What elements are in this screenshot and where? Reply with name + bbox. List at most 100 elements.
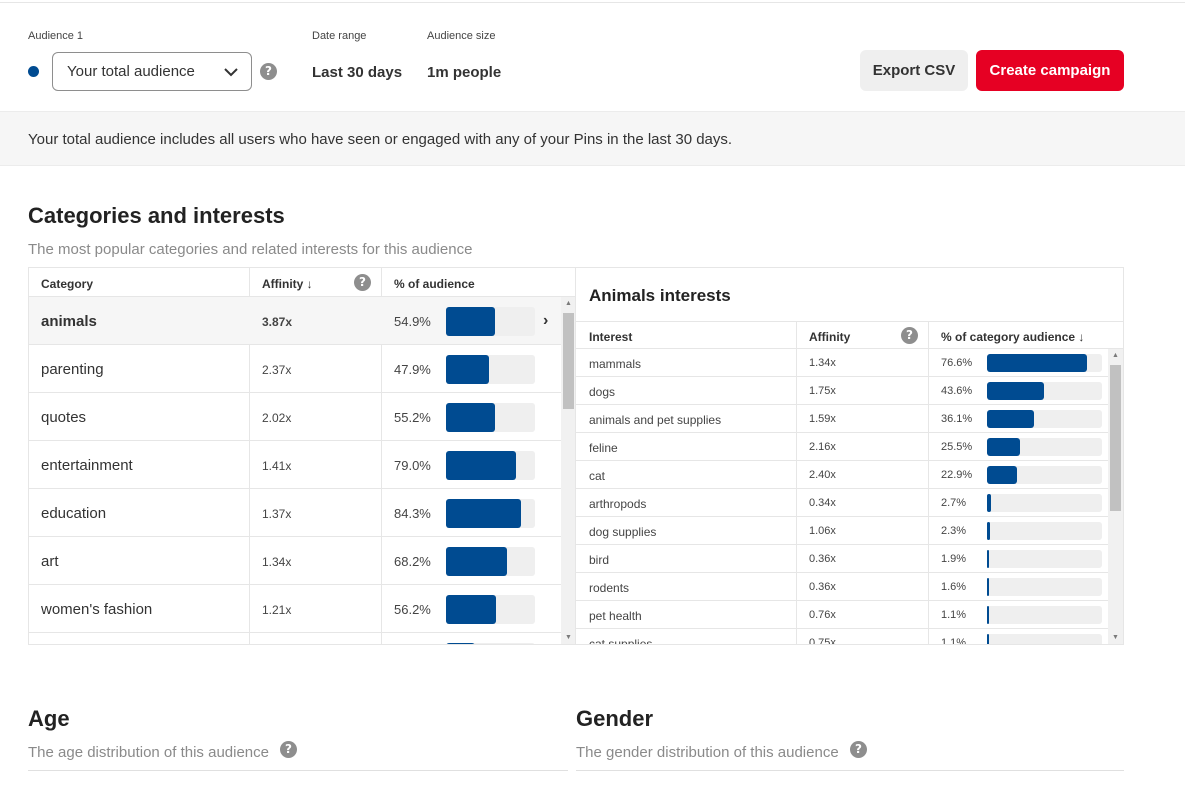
interest-affinity: 0.36x xyxy=(809,553,836,565)
category-name: quotes xyxy=(41,409,87,426)
category-row[interactable]: parenting 2.37x 47.9% xyxy=(29,345,561,393)
scroll-down-icon[interactable]: ▼ xyxy=(565,634,572,641)
categories-scrollbar[interactable]: ▲ ▼ xyxy=(561,297,575,644)
audience-select-value: Your total audience xyxy=(67,63,195,80)
interest-affinity: 0.76x xyxy=(809,609,836,621)
gender-help-icon[interactable]: ? xyxy=(850,741,867,758)
create-campaign-button[interactable]: Create campaign xyxy=(976,50,1124,91)
audience-size-value: 1m people xyxy=(427,64,502,81)
category-row[interactable]: women's fashion 1.21x 56.2% xyxy=(29,585,561,633)
affinity-help-icon[interactable]: ? xyxy=(354,274,371,291)
percent-bar xyxy=(446,547,535,576)
scroll-down-icon[interactable]: ▼ xyxy=(1112,634,1119,641)
category-row[interactable]: education 1.37x 84.3% xyxy=(29,489,561,537)
category-row[interactable]: art 1.34x 68.2% xyxy=(29,537,561,585)
column-header-interest[interactable]: Interest xyxy=(589,330,633,344)
percent-bar-fill xyxy=(987,382,1044,400)
categories-table: Category Affinity ↓ ? % of audience anim… xyxy=(28,267,576,645)
interest-name: dog supplies xyxy=(589,525,657,539)
category-percent: 54.9% xyxy=(394,314,431,329)
percent-bar xyxy=(987,410,1102,428)
interest-percent: 25.5% xyxy=(941,441,973,453)
interest-affinity: 1.75x xyxy=(809,385,836,397)
scrollbar-thumb[interactable] xyxy=(563,313,574,409)
interest-affinity-help-icon[interactable]: ? xyxy=(901,327,918,344)
gender-title: Gender xyxy=(576,706,654,731)
column-header-category-percent[interactable]: % of category audience ↓ xyxy=(941,330,1084,344)
category-affinity: 1.34x xyxy=(262,555,292,569)
interest-row[interactable]: feline 2.16x 25.5% xyxy=(576,433,1108,461)
export-csv-button[interactable]: Export CSV xyxy=(860,50,968,91)
categories-title: Categories and interests xyxy=(28,203,285,228)
interest-name: arthropods xyxy=(589,497,647,511)
interest-name: pet health xyxy=(589,609,642,623)
column-header-percent[interactable]: % of audience xyxy=(394,277,475,291)
interest-percent: 1.6% xyxy=(941,581,967,593)
interest-row[interactable]: pet health 0.76x 1.1% xyxy=(576,601,1108,629)
interest-name: cat xyxy=(589,469,606,483)
category-row[interactable]: quotes 2.02x 55.2% xyxy=(29,393,561,441)
percent-bar xyxy=(987,382,1102,400)
interest-percent: 2.7% xyxy=(941,497,967,509)
interest-row[interactable]: rodents 0.36x 1.6% xyxy=(576,573,1108,601)
interest-affinity: 2.16x xyxy=(809,441,836,453)
interest-affinity: 0.34x xyxy=(809,497,836,509)
interest-affinity: 1.34x xyxy=(809,357,836,369)
interest-affinity: 2.40x xyxy=(809,469,836,481)
column-header-interest-affinity[interactable]: Affinity xyxy=(809,330,851,344)
interest-row[interactable]: cat supplies 0.75x 1.1% xyxy=(576,629,1108,645)
percent-bar xyxy=(446,355,535,384)
interest-name: animals and pet supplies xyxy=(589,413,722,427)
scrollbar-thumb[interactable] xyxy=(1110,365,1121,511)
interest-percent: 1.1% xyxy=(941,637,967,645)
age-help-icon[interactable]: ? xyxy=(280,741,297,758)
help-icon[interactable]: ? xyxy=(260,63,277,80)
affinity-header-label: Affinity xyxy=(262,277,304,291)
category-name: education xyxy=(41,505,107,522)
percent-bar xyxy=(987,494,1102,512)
interest-percent: 36.1% xyxy=(941,413,973,425)
column-divider xyxy=(381,268,382,644)
percent-bar xyxy=(446,403,535,432)
sort-arrow-icon: ↓ xyxy=(306,277,313,291)
percent-bar-fill xyxy=(987,494,991,512)
scroll-up-icon[interactable]: ▲ xyxy=(565,300,572,307)
percent-bar xyxy=(446,451,535,480)
percent-bar-fill xyxy=(987,578,990,596)
interest-row[interactable]: animals and pet supplies 1.59x 36.1% xyxy=(576,405,1108,433)
interest-row[interactable]: arthropods 0.34x 2.7% xyxy=(576,489,1108,517)
interest-name: dogs xyxy=(589,385,616,399)
interest-row[interactable]: dog supplies 1.06x 2.3% xyxy=(576,517,1108,545)
interests-scrollbar[interactable]: ▲ ▼ xyxy=(1108,349,1123,644)
category-percent: 79.0% xyxy=(394,458,431,473)
age-subtitle: The age distribution of this audience xyxy=(28,744,269,761)
interest-row[interactable]: bird 0.36x 1.9% xyxy=(576,545,1108,573)
interest-row[interactable]: mammals 1.34x 76.6% xyxy=(576,349,1108,377)
percent-bar xyxy=(446,595,535,624)
percent-bar xyxy=(446,307,535,336)
interest-row[interactable]: cat 2.40x 22.9% xyxy=(576,461,1108,489)
interest-row[interactable]: dogs 1.75x 43.6% xyxy=(576,377,1108,405)
column-header-category[interactable]: Category xyxy=(41,277,94,291)
interest-percent: 22.9% xyxy=(941,469,973,481)
column-divider xyxy=(928,321,929,644)
interest-name: bird xyxy=(589,553,610,567)
chevron-right-icon[interactable]: › xyxy=(543,312,549,329)
interest-percent: 43.6% xyxy=(941,385,973,397)
percent-bar-fill xyxy=(987,550,990,568)
audience-select[interactable]: Your total audience xyxy=(52,52,252,91)
category-row[interactable] xyxy=(29,633,561,644)
column-header-affinity[interactable]: Affinity ↓ xyxy=(262,277,313,291)
category-row[interactable]: entertainment 1.41x 79.0% xyxy=(29,441,561,489)
percent-bar xyxy=(987,466,1102,484)
percent-bar-fill xyxy=(446,547,507,576)
categories-table-header: Category Affinity ↓ ? % of audience xyxy=(29,268,575,297)
percent-bar-fill xyxy=(987,466,1017,484)
percent-bar-fill xyxy=(446,355,489,384)
scroll-up-icon[interactable]: ▲ xyxy=(1112,352,1119,359)
category-row[interactable]: animals 3.87x 54.9% › xyxy=(29,297,561,345)
category-affinity: 1.41x xyxy=(262,459,292,473)
category-percent: 68.2% xyxy=(394,554,431,569)
category-affinity: 3.87x xyxy=(262,315,293,329)
interest-affinity: 0.75x xyxy=(809,637,836,645)
